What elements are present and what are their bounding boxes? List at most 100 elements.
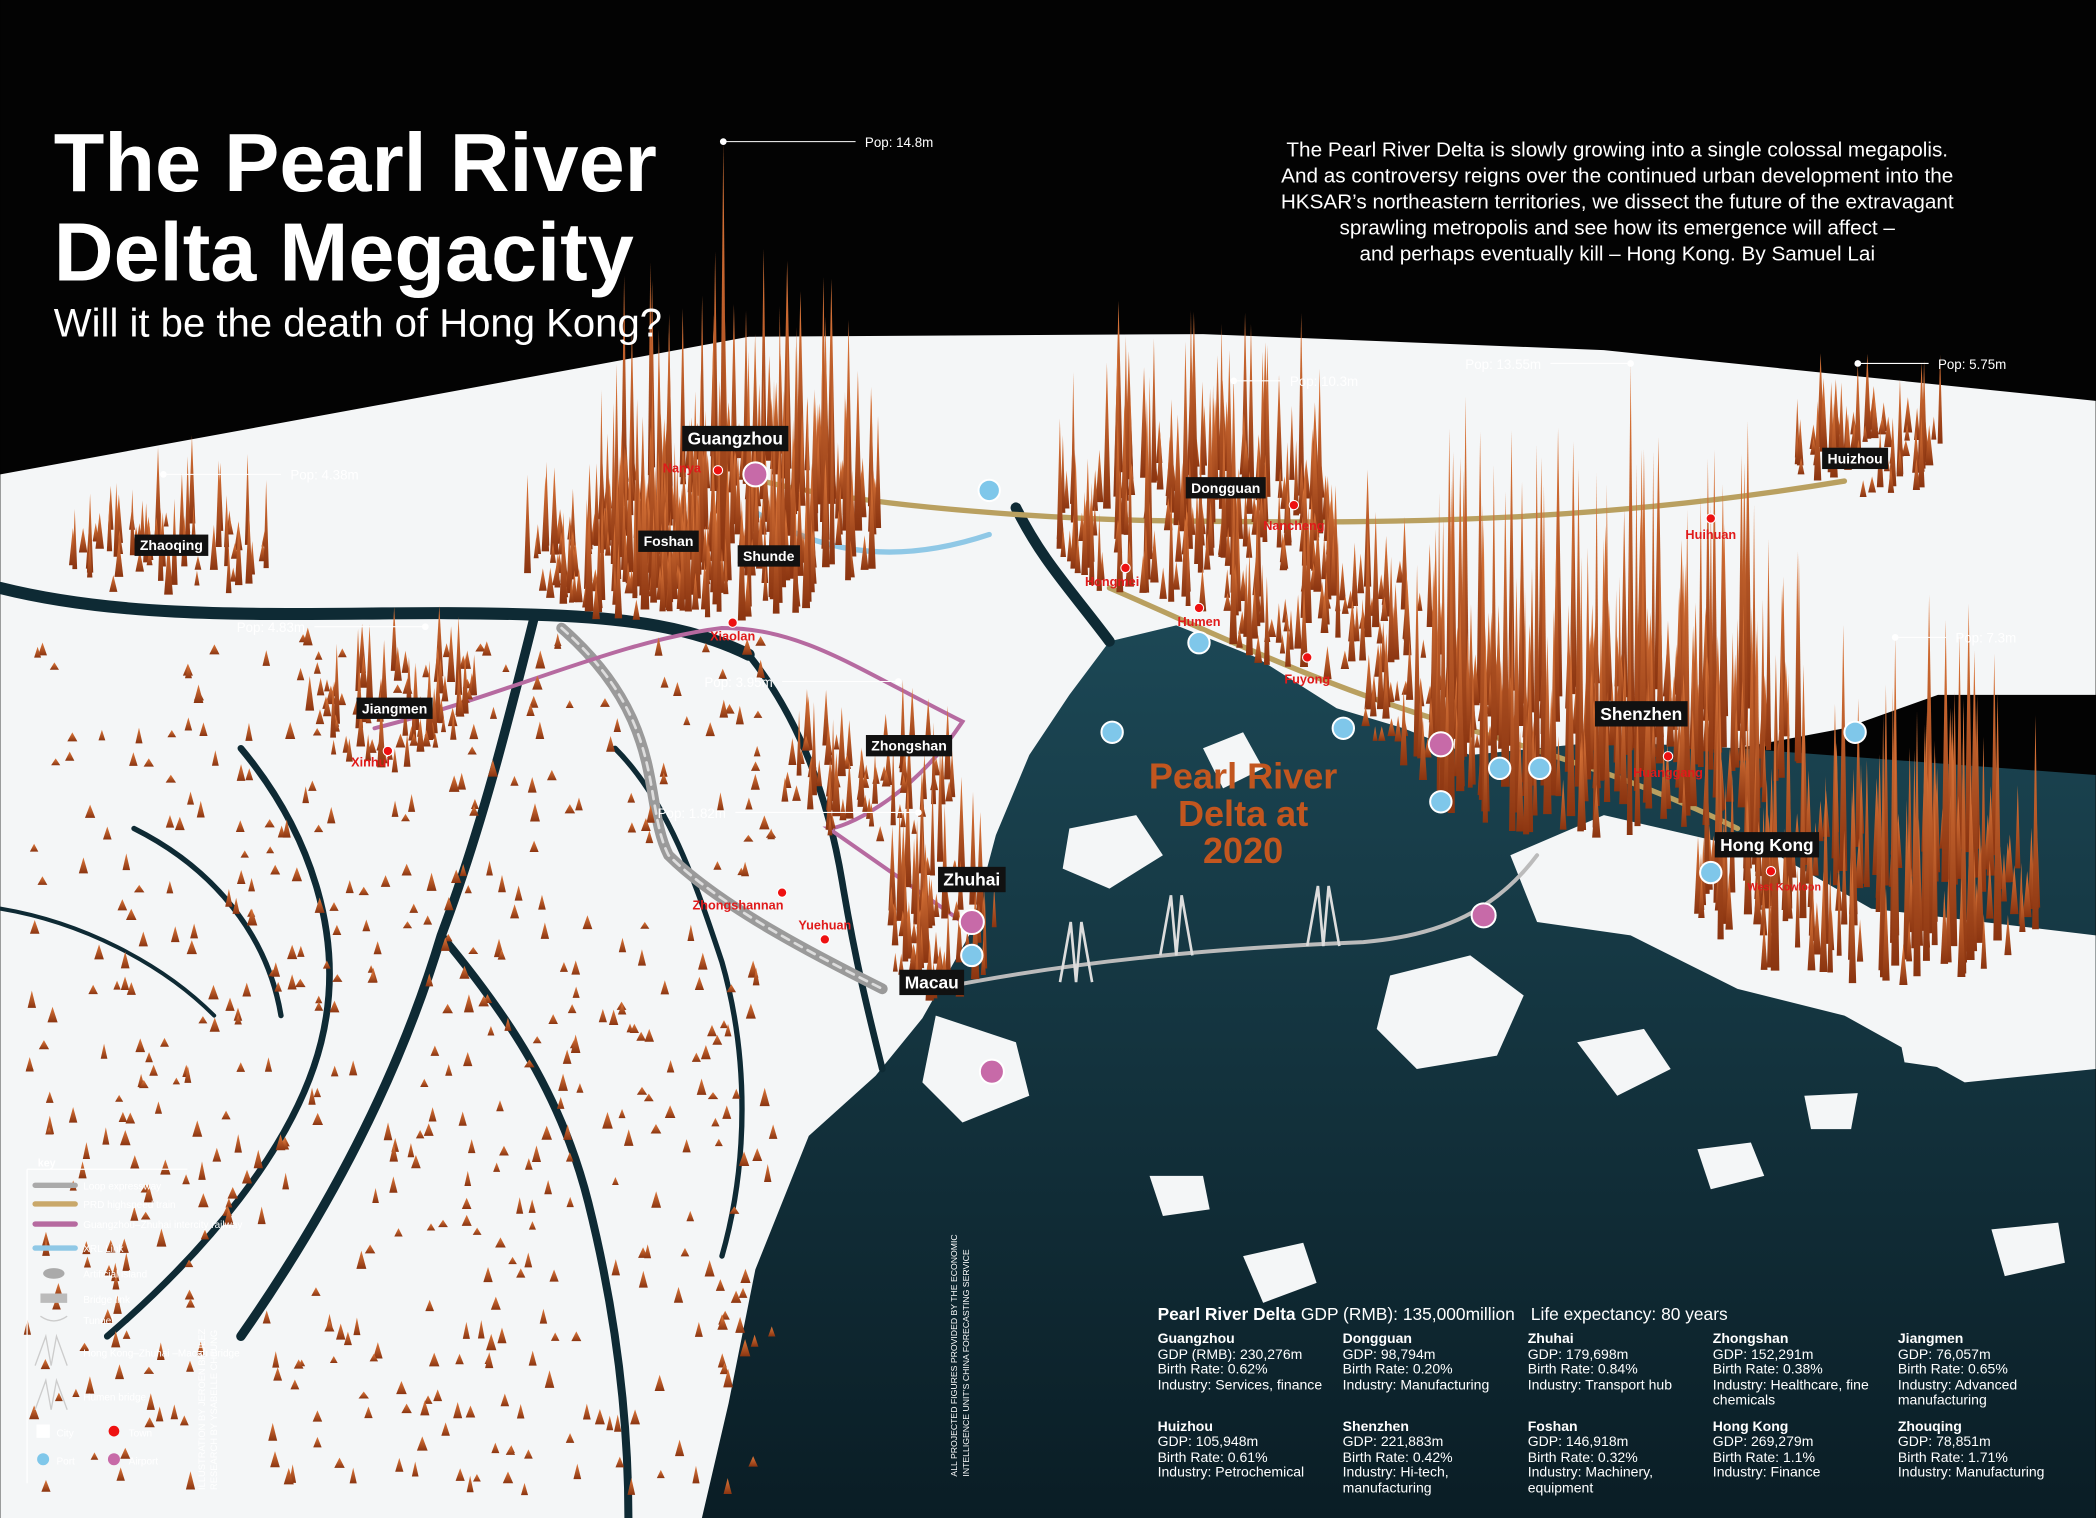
city-label: Zhuhai	[943, 870, 1000, 890]
spike	[1681, 775, 1687, 827]
spike	[380, 639, 388, 714]
spike	[1863, 760, 1870, 888]
spike	[282, 1172, 290, 1190]
spike	[186, 940, 197, 955]
spike	[909, 944, 918, 971]
key-swatch	[40, 1315, 68, 1322]
spike	[544, 1179, 553, 1195]
spike	[1313, 522, 1323, 592]
spike	[1896, 378, 1904, 475]
spike	[1566, 632, 1576, 817]
spike	[743, 834, 754, 842]
spike	[209, 644, 220, 655]
spike	[802, 493, 811, 609]
spike	[315, 709, 325, 725]
spike	[491, 1442, 500, 1454]
town-dot	[1705, 513, 1717, 524]
town-dot	[712, 465, 724, 476]
spike	[85, 1376, 95, 1394]
spike	[1914, 407, 1921, 441]
spike	[416, 1436, 428, 1451]
spike	[829, 367, 835, 565]
spike	[146, 1393, 155, 1410]
spike	[438, 1219, 448, 1228]
spike	[270, 1451, 280, 1468]
key-item: Town	[129, 1428, 152, 1439]
spike	[1912, 428, 1920, 473]
spike	[145, 1052, 153, 1063]
spike	[1754, 619, 1761, 872]
spike	[1550, 608, 1558, 796]
spike	[475, 643, 486, 652]
spike	[308, 780, 317, 791]
summary-gdp: GDP (RMB): 135,000million	[1301, 1304, 1515, 1324]
summary: Pearl River Delta GDP (RMB): 135,000milli…	[1158, 1304, 1728, 1324]
key-swatch	[37, 1453, 50, 1466]
spike	[2000, 853, 2007, 902]
spike	[612, 1176, 619, 1185]
spike	[532, 1036, 542, 1044]
town-dot	[1288, 499, 1300, 511]
spike	[245, 510, 253, 584]
spike	[1168, 486, 1175, 602]
spike	[1848, 859, 1857, 984]
spike	[270, 864, 281, 875]
spike	[606, 1415, 614, 1431]
spike	[236, 764, 246, 781]
spike	[430, 1045, 440, 1056]
profile-line: GDP: 76,057m	[1897, 1346, 1991, 1363]
pop-label: Pop: 1.82m	[658, 806, 726, 821]
spike	[1673, 702, 1679, 763]
spike	[1853, 363, 1862, 468]
spike	[486, 1333, 497, 1351]
spike	[314, 651, 323, 660]
pop-dot	[1230, 377, 1238, 385]
spike	[664, 1105, 676, 1118]
spike	[88, 984, 98, 995]
spike	[1837, 382, 1845, 464]
spike	[781, 777, 789, 802]
spike	[514, 885, 523, 901]
spike	[1879, 713, 1887, 978]
spike	[1382, 632, 1391, 708]
key-swatch	[107, 1453, 120, 1466]
spike	[166, 880, 174, 894]
spike	[373, 1342, 383, 1359]
spike	[235, 820, 245, 832]
spike	[1074, 534, 1081, 574]
spike	[1940, 890, 1949, 964]
spike	[911, 819, 917, 834]
spike	[113, 482, 120, 557]
port-icon	[1331, 716, 1356, 740]
spike	[1096, 513, 1102, 591]
spike	[312, 1410, 323, 1422]
spike	[497, 949, 506, 960]
spike	[821, 316, 830, 540]
key-item: City	[56, 1428, 73, 1439]
spike	[524, 1158, 533, 1170]
profile-line: GDP: 78,851m	[1897, 1433, 1991, 1450]
spike	[316, 677, 325, 696]
spike	[570, 488, 576, 546]
spike	[913, 820, 921, 925]
spike	[505, 1446, 516, 1455]
spike	[1394, 680, 1400, 701]
bridge-tower	[1305, 885, 1341, 947]
spike	[516, 1197, 524, 1214]
spike	[729, 413, 735, 544]
spike	[164, 539, 173, 595]
spike	[1293, 440, 1300, 516]
spike	[567, 1004, 577, 1014]
spike	[443, 933, 453, 942]
spike	[1236, 530, 1242, 612]
pop-dot	[1854, 360, 1862, 367]
profile: Zhouqing GDP: 78,851m Birth Rate: 1.71% Ind…	[1897, 1419, 2083, 1497]
spike	[262, 1310, 271, 1324]
spike	[1899, 943, 1908, 985]
spike	[570, 1034, 581, 1054]
profile-line: Birth Rate: 0.84%	[1527, 1361, 1638, 1378]
key-item: Port	[56, 1457, 75, 1468]
spike	[234, 1134, 242, 1153]
spike	[1523, 715, 1530, 835]
spike	[1577, 740, 1584, 832]
